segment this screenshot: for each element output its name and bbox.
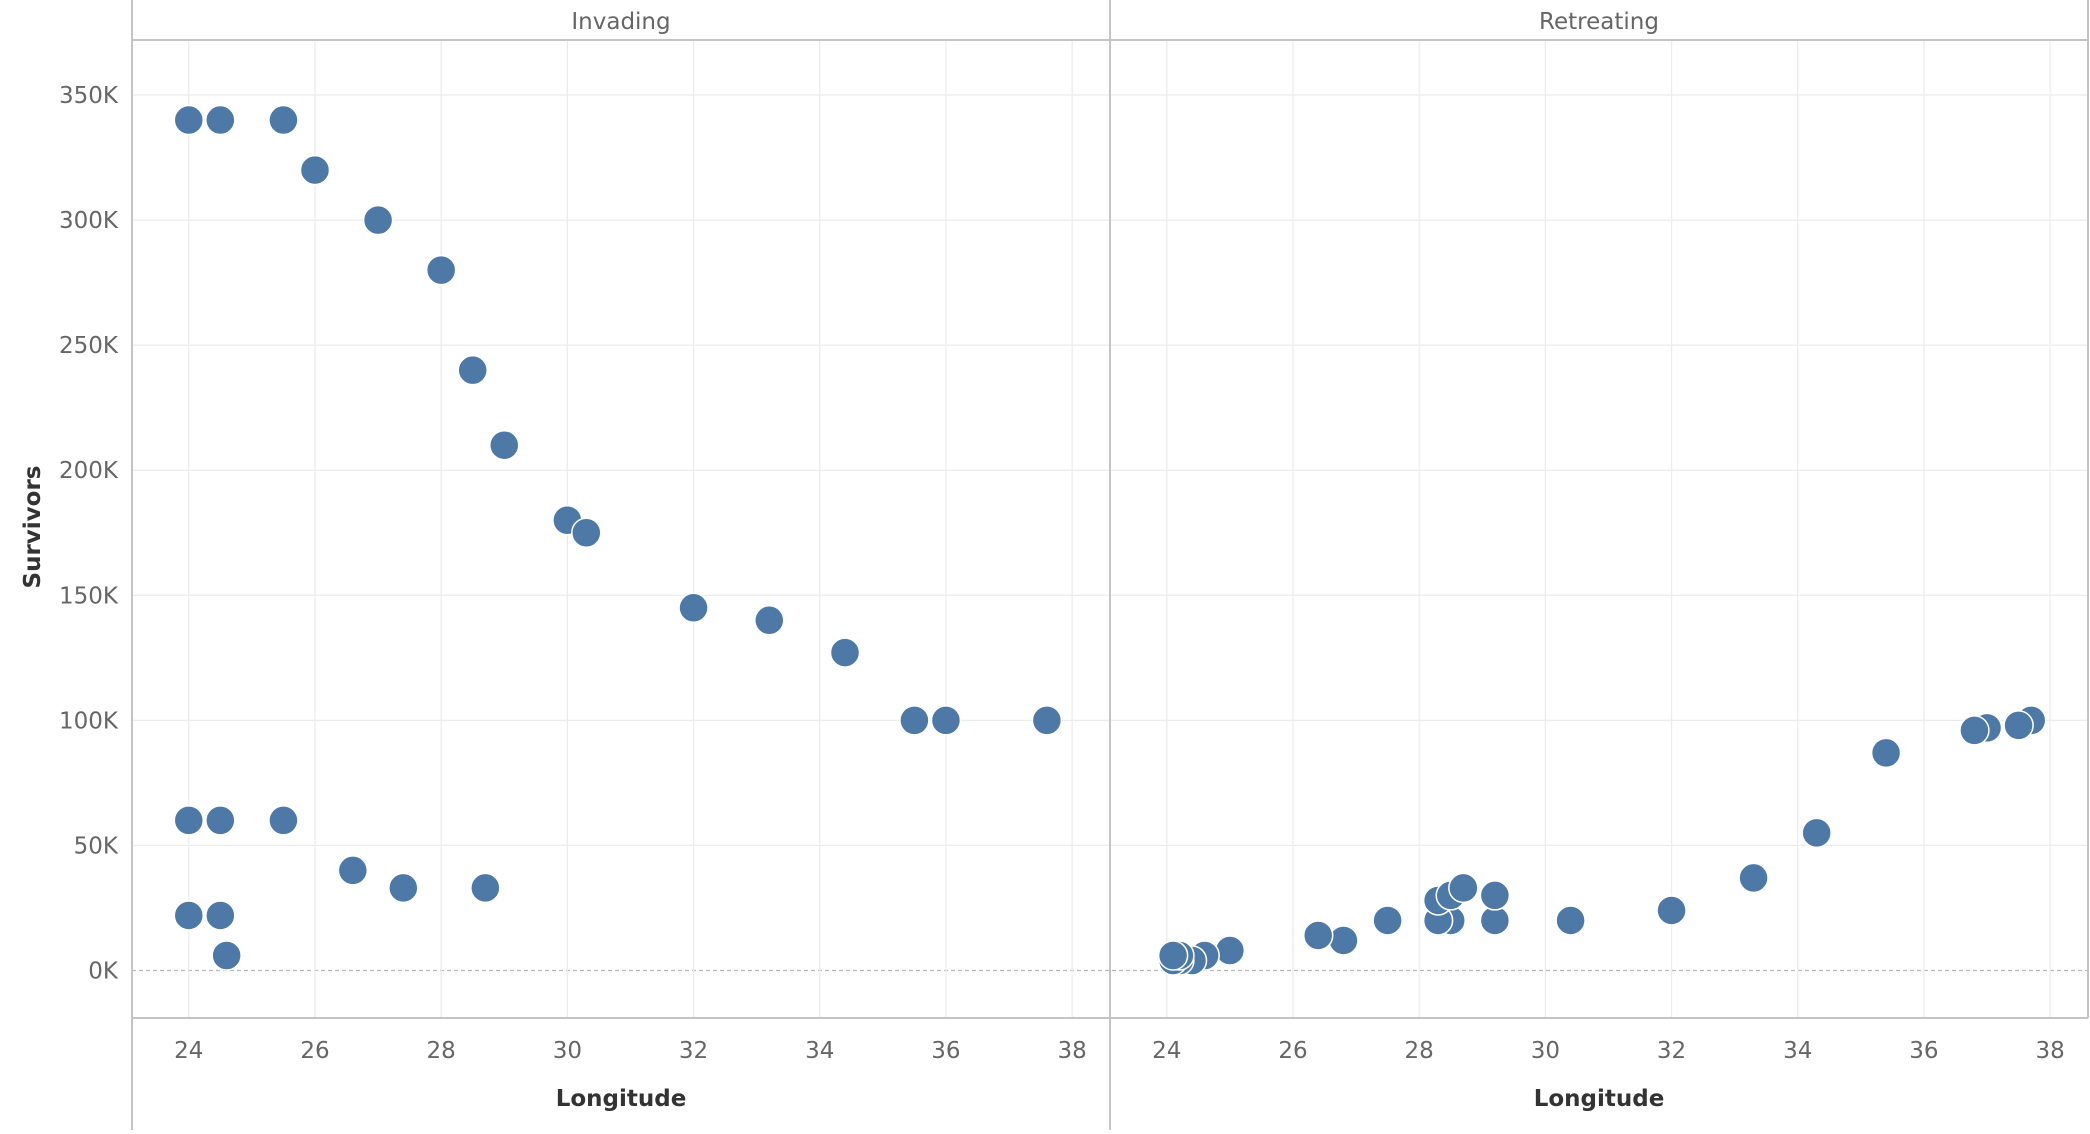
data-point [930, 705, 962, 736]
data-point [1555, 905, 1586, 936]
data-point [1801, 817, 1832, 849]
x-tick-label: 36 [931, 1038, 960, 1064]
x-tick-label: 26 [300, 1038, 329, 1064]
data-point [1870, 737, 1902, 769]
grid-layer [132, 40, 2088, 1018]
y-tick-label: 200K [59, 458, 119, 484]
x-tick-label: 30 [553, 1038, 582, 1064]
data-point [1372, 905, 1403, 936]
data-point [1157, 940, 1189, 971]
data-point [337, 855, 369, 886]
data-point [571, 517, 602, 549]
data-point [205, 900, 236, 931]
x-tick-label: 32 [1657, 1038, 1686, 1064]
y-tick-label: 350K [59, 83, 119, 109]
data-point [425, 254, 457, 286]
frame-layer [131, 0, 2089, 1130]
x-tick-label: 26 [1278, 1038, 1307, 1064]
data-point [457, 354, 488, 386]
data-point [1959, 715, 1990, 746]
data-point [362, 204, 394, 236]
x-axis-title: Longitude [1534, 1086, 1665, 1112]
data-point [754, 605, 785, 636]
data-point [1656, 895, 1687, 926]
data-point [173, 900, 205, 931]
data-point [205, 805, 236, 836]
x-tick-label: 24 [1152, 1038, 1181, 1064]
data-point [470, 872, 501, 904]
data-point [899, 705, 930, 736]
y-tick-label: 0K [88, 958, 119, 984]
data-point [205, 104, 236, 136]
y-tick-label: 150K [59, 583, 119, 609]
x-tick-label: 24 [174, 1038, 203, 1064]
x-tick-label: 36 [1909, 1038, 1938, 1064]
data-point [1328, 925, 1359, 956]
data-point [1448, 872, 1479, 904]
facet-label: Invading [571, 9, 670, 35]
data-point [1738, 862, 1769, 894]
x-tick-label: 34 [1783, 1038, 1812, 1064]
x-tick-label: 32 [679, 1038, 708, 1064]
data-point [268, 805, 299, 836]
point-layer [173, 104, 2047, 976]
y-tick-label: 300K [59, 208, 119, 234]
data-point [829, 637, 861, 668]
data-point [1214, 935, 1246, 966]
y-axis-title: Survivors [20, 466, 46, 589]
data-point [2003, 710, 2034, 741]
x-tick-label: 28 [427, 1038, 456, 1064]
label-layer: 0K 50K 100K 150K 200K 250K 300K 350K 24 26 28 30 32 3… [59, 9, 2065, 1112]
data-point [1479, 880, 1511, 911]
data-point [268, 104, 299, 136]
data-point [678, 592, 709, 624]
facet-label: Retreating [1539, 9, 1659, 35]
x-tick-label: 38 [2036, 1038, 2065, 1064]
data-point [388, 872, 419, 904]
y-tick-label: 50K [74, 833, 119, 859]
x-tick-label: 38 [1058, 1038, 1087, 1064]
x-tick-label: 34 [805, 1038, 834, 1064]
y-tick-label: 250K [59, 333, 119, 359]
x-axis-title: Longitude [556, 1086, 687, 1112]
data-point [173, 805, 205, 836]
data-point [211, 940, 242, 971]
data-point [1031, 705, 1063, 736]
data-point [173, 104, 205, 136]
data-point [489, 429, 520, 461]
data-point [299, 154, 331, 186]
data-point [1302, 920, 1334, 951]
x-tick-label: 28 [1405, 1038, 1434, 1064]
x-tick-label: 30 [1531, 1038, 1560, 1064]
y-tick-label: 100K [59, 708, 119, 734]
